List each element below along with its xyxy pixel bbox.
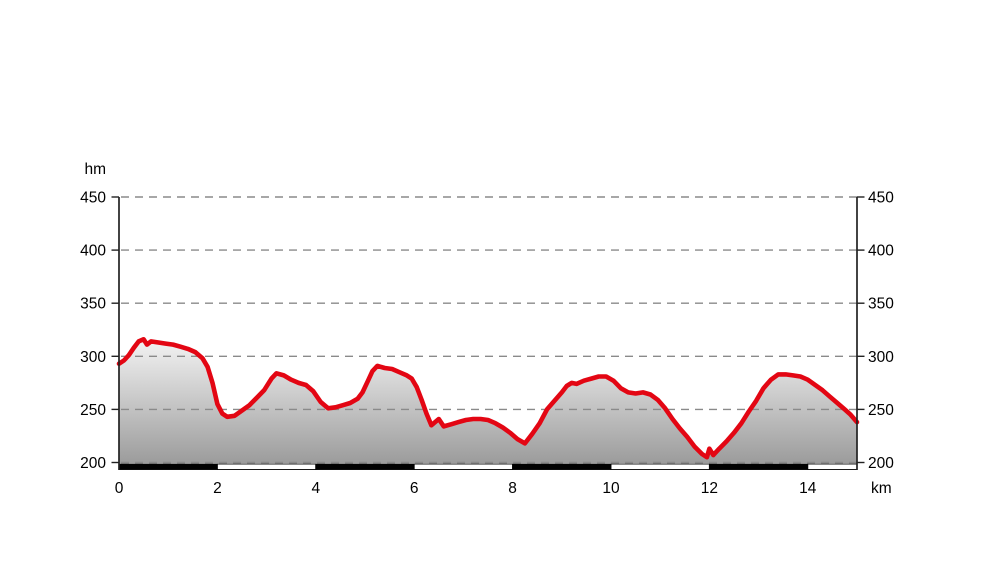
- x-axis-label-12: 12: [701, 480, 718, 497]
- y-axis-label-left-450: 450: [80, 190, 106, 207]
- distance-band-10-12km: [610, 463, 710, 470]
- x-axis-label-8: 8: [508, 480, 517, 497]
- x-axis-label-14: 14: [799, 480, 817, 497]
- y-axis-label-right-300: 300: [868, 349, 894, 366]
- x-axis-label-2: 2: [213, 480, 222, 497]
- surface-bar-layer: [118, 463, 858, 470]
- elevation-line-layer: [116, 336, 860, 460]
- distance-band-0-2km: [118, 463, 218, 470]
- distance-band-8-10km: [512, 463, 612, 470]
- distance-band-2-4km: [216, 463, 317, 470]
- y-axis-label-left-400: 400: [80, 243, 106, 260]
- y-axis-label-left-250: 250: [80, 402, 106, 419]
- x-axis-unit-label: km: [871, 480, 892, 497]
- gridlines-layer: [121, 196, 857, 464]
- y-axis-label-left-350: 350: [80, 296, 106, 313]
- axes-layer: [111, 196, 865, 470]
- distance-band-14-15km: [807, 463, 858, 470]
- axis-labels-layer: hm km 200 200 250 250 300 300 350 350 400 400 450 4…: [80, 161, 894, 497]
- y-axis-unit-label: hm: [84, 161, 106, 178]
- y-axis-label-left-200: 200: [80, 455, 106, 472]
- y-axis-label-right-200: 200: [868, 455, 894, 472]
- y-axis-label-right-350: 350: [868, 296, 894, 313]
- x-axis-label-4: 4: [311, 480, 320, 497]
- distance-band-12-14km: [708, 463, 809, 470]
- elevation-line: [116, 336, 860, 460]
- y-axis-label-left-300: 300: [80, 349, 106, 366]
- elevation-area-fill: [119, 339, 857, 463]
- distance-band-4-6km: [315, 463, 415, 470]
- x-axis-label-0: 0: [115, 480, 124, 497]
- y-axis-label-right-450: 450: [868, 190, 894, 207]
- y-axis-label-right-250: 250: [868, 402, 894, 419]
- y-axis-label-right-400: 400: [868, 243, 894, 260]
- distance-band-6-8km: [413, 463, 514, 470]
- x-axis-label-10: 10: [602, 480, 620, 497]
- x-axis-label-6: 6: [410, 480, 419, 497]
- elevation-area-layer: [119, 339, 857, 463]
